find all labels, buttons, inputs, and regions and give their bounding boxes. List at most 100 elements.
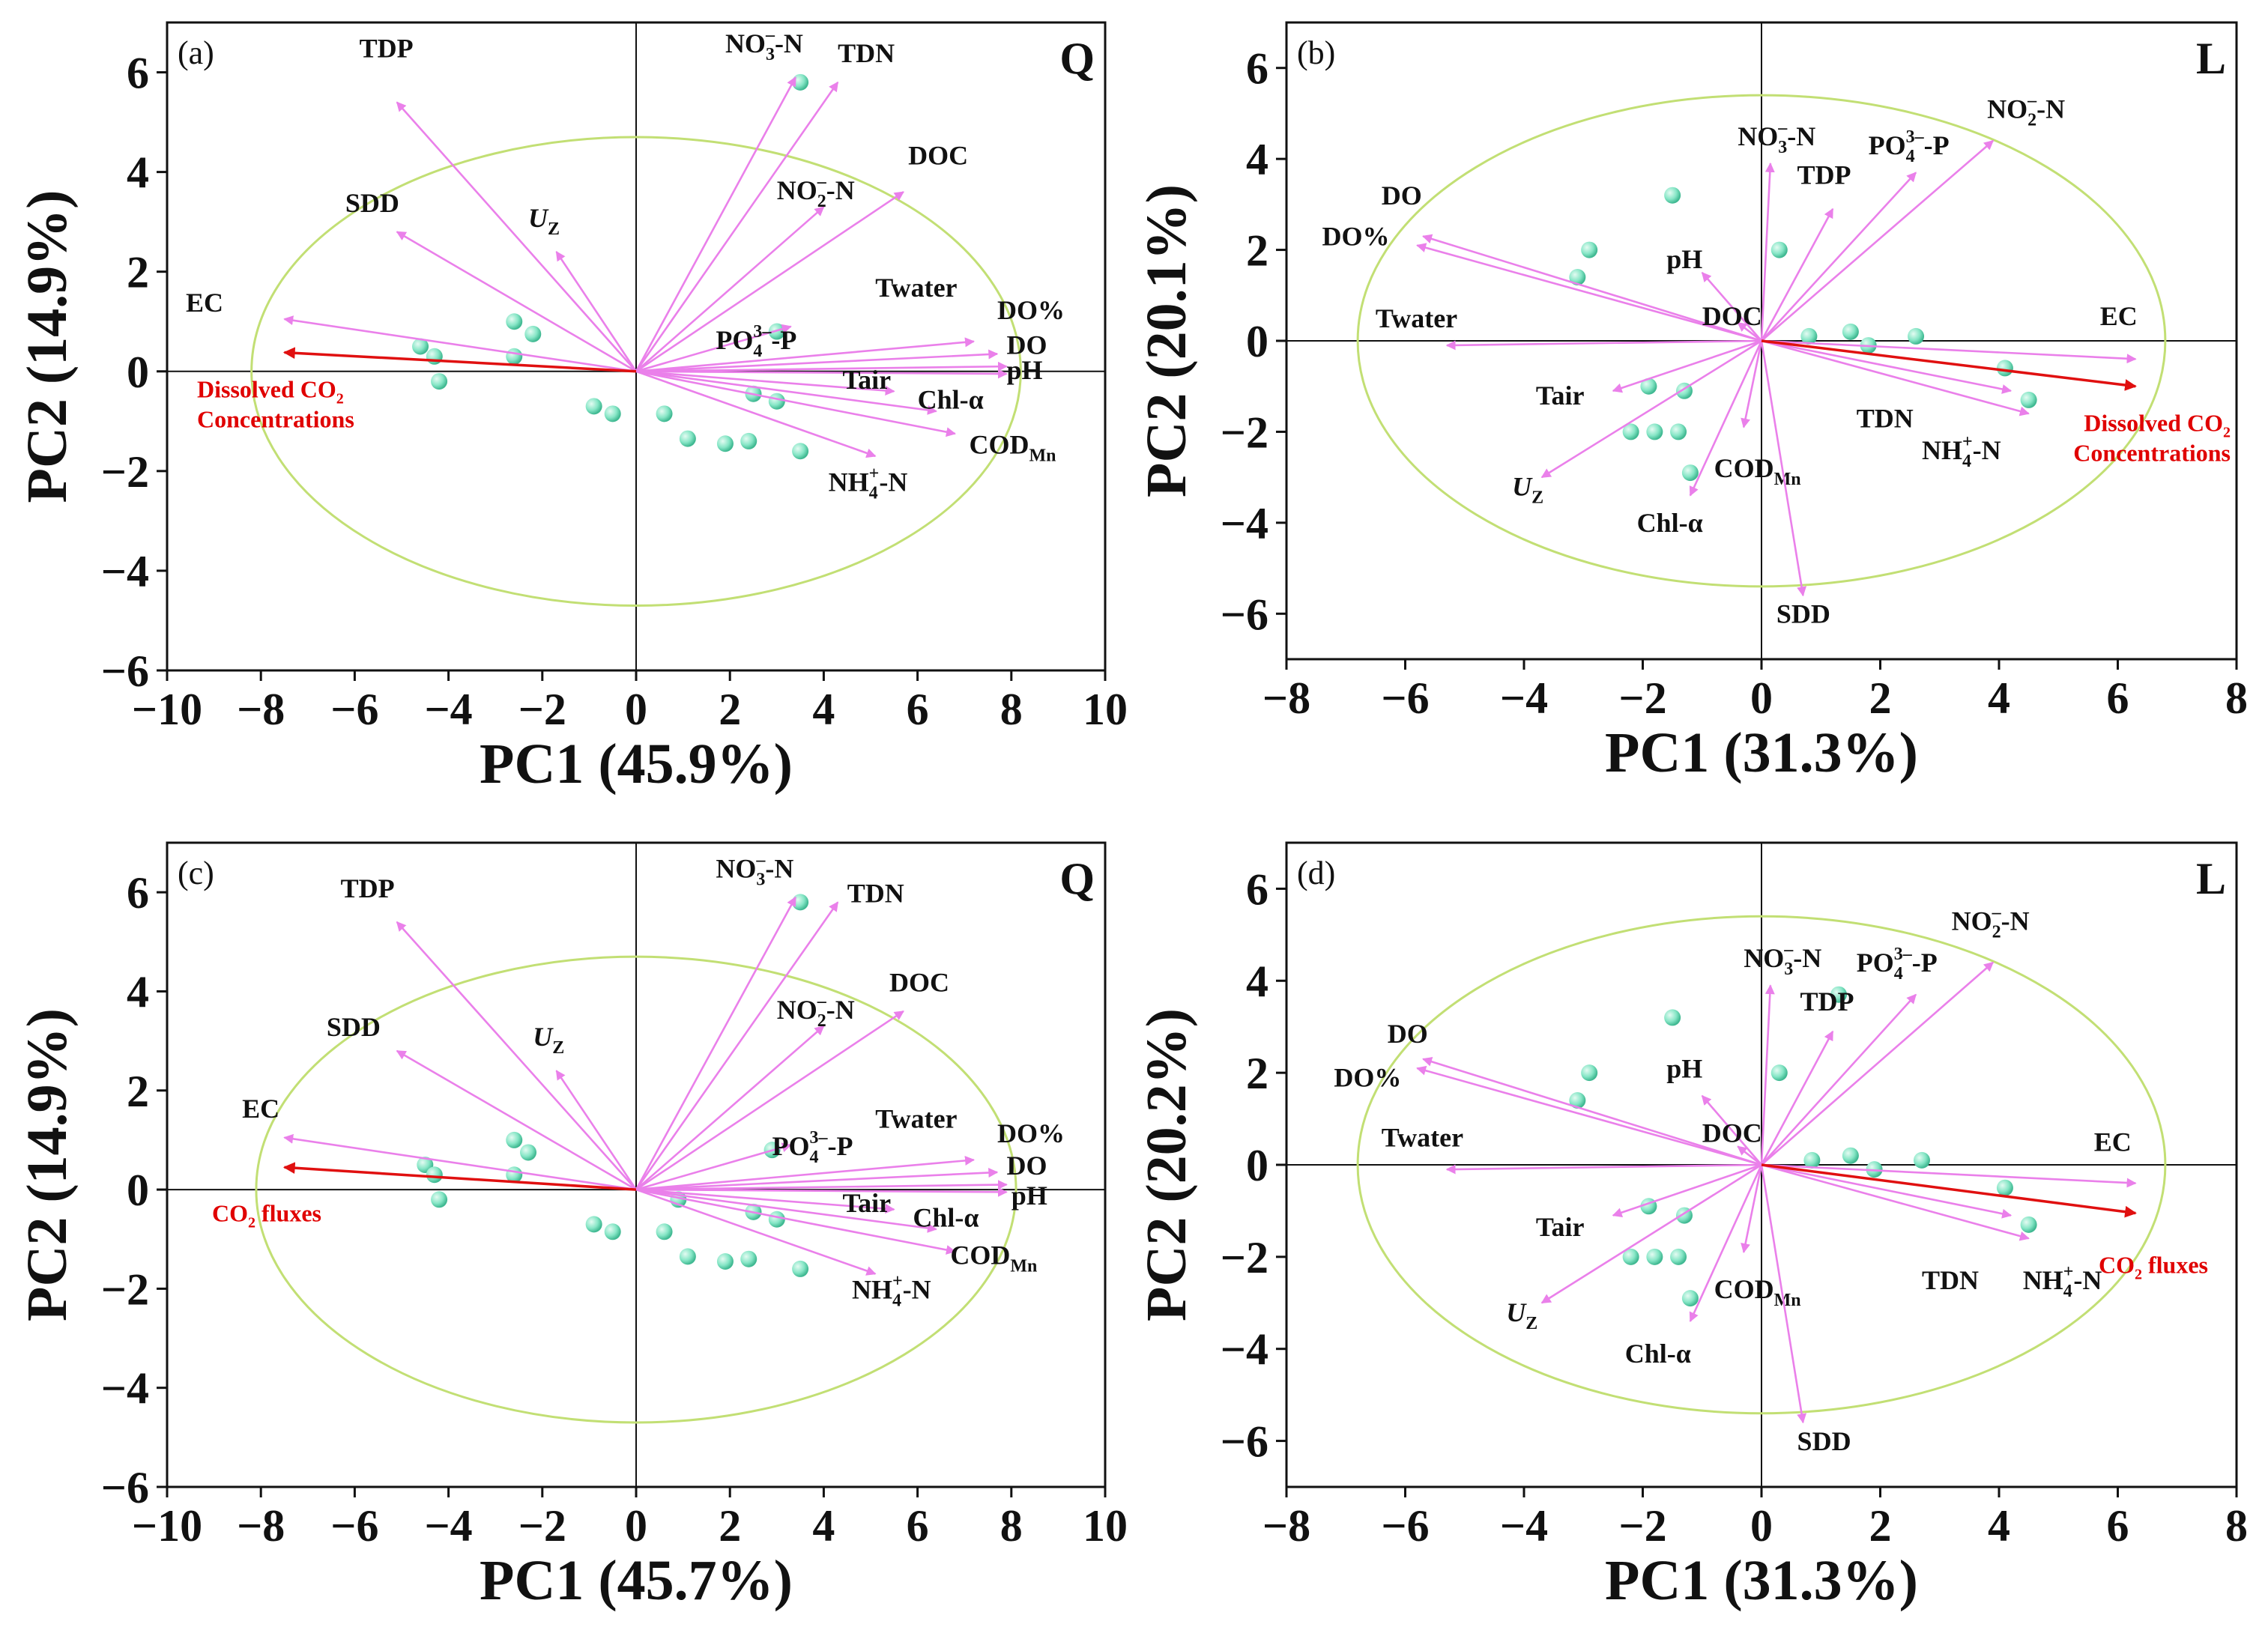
y-tick-label: 0 <box>127 1166 149 1215</box>
sample-point <box>426 1166 443 1184</box>
x-tick-label: −10 <box>132 1501 202 1551</box>
sample-point <box>740 432 757 449</box>
loading-arrow-codmn <box>1741 1164 1763 1253</box>
variable-label-do-pct: DO% <box>997 295 1065 325</box>
x-tick-label: 2 <box>1869 673 1892 723</box>
x-tick-label: 4 <box>1988 1501 2010 1551</box>
panel-label: (d) <box>1297 855 1335 891</box>
y-tick-label: −4 <box>101 547 149 596</box>
sample-point <box>792 1260 809 1277</box>
sample-point <box>506 313 523 330</box>
loading-arrow-tair <box>1612 339 1762 393</box>
x-tick-label: 0 <box>625 685 647 734</box>
variable-label-tair: Tair <box>1536 1212 1585 1242</box>
sample-point <box>1770 1064 1788 1082</box>
loading-arrow-uz <box>555 250 638 372</box>
loading-arrow-doc <box>1737 321 1762 342</box>
sample-point <box>1664 187 1681 204</box>
variable-label-no2-n: NO2–-N <box>777 992 855 1031</box>
sample-point <box>1646 423 1663 440</box>
sample-point <box>1803 1151 1821 1169</box>
loading-arrow-nh4-n <box>635 1188 877 1276</box>
y-tick-label: 4 <box>1246 957 1268 1006</box>
variable-label-po4-p: PO43–-P <box>772 1128 853 1167</box>
variable-label-sdd: SDD <box>327 1012 381 1042</box>
variable-label-do: DO <box>1382 181 1422 210</box>
x-tick-label: −2 <box>1618 673 1666 723</box>
sample-point <box>1670 1248 1687 1265</box>
panel-a: −10 −8 −6 −4 −2 0 2 4 6 8 10 −6 −4 −2 0 2 4 6 PC1 (45.9%) P… <box>16 21 1128 796</box>
y-tick-label: 2 <box>127 1067 149 1116</box>
y-axis-title: PC2 (20.1%) <box>1135 184 1198 497</box>
loading-arrow-no2-n <box>635 206 825 372</box>
variable-label-tdn: TDN <box>838 38 895 68</box>
variable-label-no3-n: NO3–-N <box>716 850 793 889</box>
x-tick-label: 6 <box>2107 1501 2129 1551</box>
y-tick-label: −4 <box>1221 499 1268 548</box>
x-tick-label: −8 <box>237 1501 285 1551</box>
y-axis-title: PC2 (20.2%) <box>1135 1008 1198 1321</box>
variable-label-do-pct: DO% <box>1322 222 1390 252</box>
loading-arrow-do-pct <box>1416 1065 1762 1166</box>
variable-label-no3-n: NO3–-N <box>1744 940 1821 979</box>
sample-point <box>1908 327 1925 345</box>
x-tick-label: 4 <box>812 685 835 734</box>
y-tick-label: 4 <box>1246 135 1268 184</box>
y-tick-label: 6 <box>1246 864 1268 914</box>
y-tick-label: 0 <box>1246 317 1268 366</box>
sample-point <box>740 1250 757 1267</box>
sample-point <box>679 1248 696 1265</box>
loading-arrow-sdd <box>1760 340 1807 597</box>
sample-point <box>1569 269 1586 285</box>
confidence-ellipse <box>250 136 1022 607</box>
sample-point <box>2020 391 2037 408</box>
variable-label-nh4-n: NH4+-N <box>1922 432 2001 471</box>
variable-label-ph: pH <box>1007 355 1043 385</box>
loading-arrow-chl-alpha <box>635 370 937 415</box>
loading-arrow-twater <box>1445 339 1762 351</box>
y-tick-label: 2 <box>127 248 149 297</box>
panel-label: (c) <box>178 855 214 891</box>
variable-label-codmn: CODMn <box>1714 1274 1801 1310</box>
variable-label-do-pct: DO% <box>1334 1063 1401 1093</box>
x-tick-label: −4 <box>424 1501 472 1551</box>
sample-point <box>656 1223 673 1240</box>
panel-d: −8 −6 −4 −2 0 2 4 6 8 −6 −4 −2 0 2 4 6 PC1 (31.3%) PC2 (2… <box>1135 841 2248 1612</box>
loading-arrow-po4-p <box>635 1142 792 1191</box>
variable-label-sdd: SDD <box>1797 1426 1851 1456</box>
x-tick-label: 2 <box>719 1501 741 1551</box>
variable-label-do-pct: DO% <box>997 1118 1065 1148</box>
loading-arrow-doc <box>635 1010 904 1191</box>
panel-c: −10 −8 −6 −4 −2 0 2 4 6 8 10 −6 −4 −2 0 2 4 6 PC1 (45.7%) P… <box>16 841 1128 1612</box>
sample-point <box>1996 1179 2013 1196</box>
loading-arrow-no2-n <box>1761 139 1995 342</box>
x-tick-label: 6 <box>907 685 929 734</box>
x-tick-label: 4 <box>812 1501 835 1551</box>
loading-arrow-ec <box>1761 339 2137 364</box>
y-tick-label: −6 <box>101 1463 149 1512</box>
x-axis-title: PC1 (31.3%) <box>1605 721 1918 784</box>
loading-arrow-no2-n <box>1761 961 1995 1166</box>
sample-point <box>1996 360 2013 377</box>
x-tick-label: 2 <box>719 685 741 734</box>
variable-label-ph: pH <box>1666 244 1702 274</box>
loading-arrow-codmn <box>635 1188 956 1255</box>
x-tick-label: −6 <box>330 685 378 734</box>
loading-arrow-ec <box>1761 1163 2137 1188</box>
sample-point <box>1770 241 1788 258</box>
x-tick-label: −8 <box>1262 1501 1310 1551</box>
variable-label-doc: DOC <box>889 967 949 997</box>
loading-arrow-no2-n <box>635 1025 825 1191</box>
variable-label-doc: DOC <box>1702 1118 1762 1148</box>
x-tick-label: 10 <box>1083 685 1128 734</box>
confidence-ellipse <box>255 955 1017 1424</box>
x-tick-label: 0 <box>1750 673 1773 723</box>
target-arrow <box>1761 1163 2137 1218</box>
variable-label-tdp: TDP <box>341 873 395 903</box>
sample-point <box>431 373 448 390</box>
x-tick-label: 0 <box>1750 1501 1773 1551</box>
variable-label-chl-alpha: Chl-α <box>1637 508 1703 538</box>
x-tick-label: −2 <box>518 685 566 734</box>
variable-label-doc: DOC <box>908 141 968 171</box>
